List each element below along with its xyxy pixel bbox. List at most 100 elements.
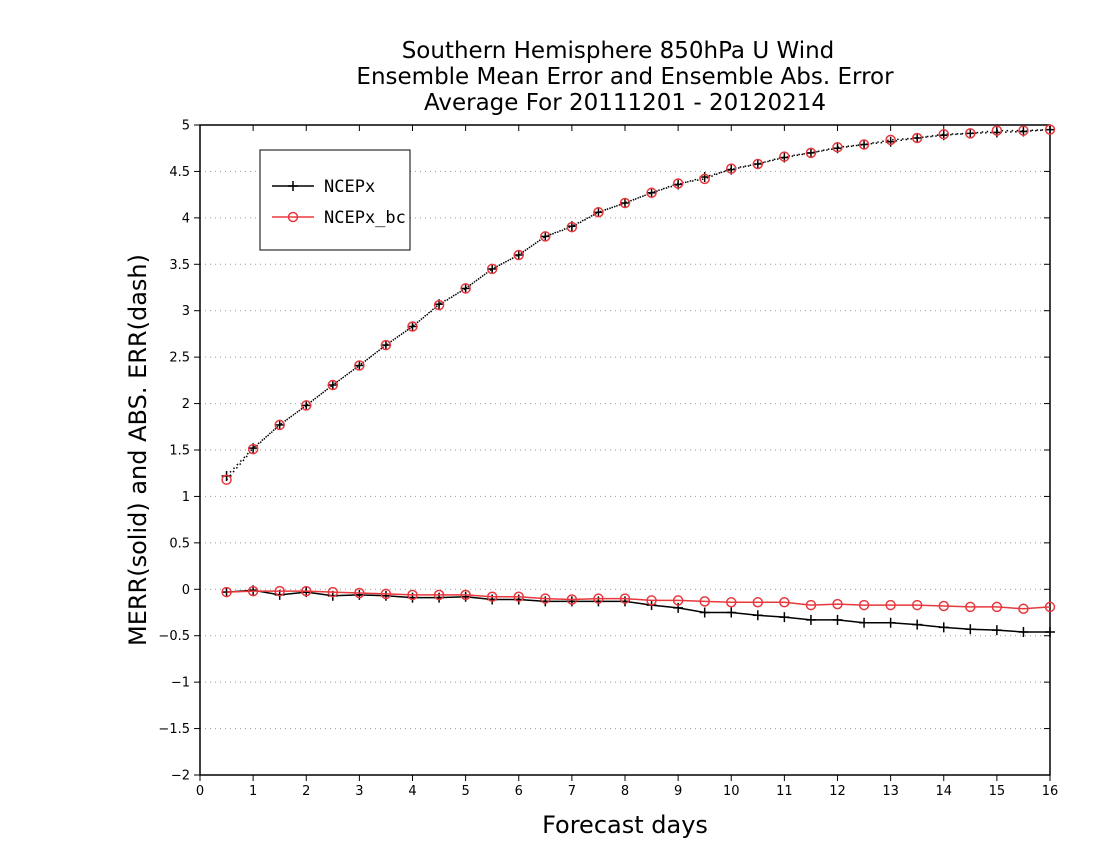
data-point xyxy=(301,585,312,597)
data-point xyxy=(247,585,259,597)
data-point xyxy=(911,599,923,611)
data-point xyxy=(619,593,631,604)
data-point xyxy=(646,187,657,198)
x-tick-label: 8 xyxy=(621,784,629,799)
series-line xyxy=(226,589,1050,633)
legend-label-ncepx-bc: NCEPx_bc xyxy=(324,208,406,228)
y-axis-label: MERR(solid) and ABS. ERR(dash) xyxy=(124,254,152,646)
data-point xyxy=(832,614,843,625)
y-tick-label: −2 xyxy=(171,769,190,784)
data-point xyxy=(486,263,498,275)
data-point xyxy=(221,474,232,485)
data-point xyxy=(805,614,816,625)
x-tick-label: 10 xyxy=(723,784,740,799)
data-point xyxy=(540,231,551,242)
data-point xyxy=(646,595,657,606)
data-point xyxy=(301,400,312,411)
data-point xyxy=(938,129,949,140)
data-point xyxy=(354,587,365,599)
data-point xyxy=(858,139,870,150)
data-point xyxy=(380,339,392,351)
data-point xyxy=(620,198,630,208)
data-point xyxy=(832,598,843,610)
data-point xyxy=(779,612,790,623)
y-axis-ticks: −2 −1.5 −1 −0.5 0 0.5 1 1.5 2 2.5 3 3.5 4 4.5 5 xyxy=(158,119,1050,784)
data-point xyxy=(805,599,817,611)
data-point xyxy=(593,207,604,218)
data-point xyxy=(885,134,896,146)
data-point xyxy=(991,625,1002,636)
y-tick-label: 0.5 xyxy=(169,536,190,551)
legend-marker-symbol xyxy=(288,181,298,191)
series-ncepx-bc-mean-error xyxy=(221,585,1056,615)
data-point xyxy=(274,419,285,431)
y-tick-label: 2.5 xyxy=(169,351,190,366)
data-point xyxy=(911,132,923,144)
data-point xyxy=(593,593,604,604)
data-point xyxy=(1018,125,1029,136)
data-point xyxy=(991,601,1003,613)
x-axis-ticks: 0 1 2 3 4 5 6 7 8 9 10 11 12 13 14 15 16 xyxy=(196,125,1058,799)
chart-title-line-1: Southern Hemisphere 850hPa U Wind xyxy=(402,38,835,64)
x-tick-label: 15 xyxy=(989,784,1006,799)
data-point xyxy=(646,187,657,199)
data-point xyxy=(619,197,631,209)
x-tick-label: 5 xyxy=(461,784,469,799)
y-tick-label: 5 xyxy=(182,119,190,134)
data-point xyxy=(433,589,445,601)
x-tick-label: 16 xyxy=(1042,784,1059,799)
data-point xyxy=(460,283,471,294)
data-point xyxy=(1044,601,1056,613)
y-tick-label: −0.5 xyxy=(158,629,190,644)
data-point xyxy=(912,619,923,630)
grid xyxy=(200,170,1050,730)
series-layer xyxy=(221,124,1056,637)
data-point xyxy=(221,586,232,598)
chart-title-line-2: Ensemble Mean Error and Ensemble Abs. Er… xyxy=(356,64,894,90)
data-point xyxy=(327,586,339,598)
data-point xyxy=(540,593,551,604)
data-point xyxy=(513,249,524,261)
legend-marker-symbol xyxy=(287,211,299,223)
data-point xyxy=(407,321,418,332)
data-point xyxy=(859,139,870,150)
data-point xyxy=(1045,627,1055,637)
legend-marker-ncepx-bc xyxy=(287,211,299,223)
data-point xyxy=(726,597,737,608)
legend-marker-ncepx xyxy=(288,181,298,191)
x-tick-label: 7 xyxy=(568,784,576,799)
data-point xyxy=(699,607,710,618)
x-axis-label: Forecast days xyxy=(542,811,708,839)
x-tick-label: 12 xyxy=(829,784,846,799)
data-point xyxy=(513,591,524,602)
data-point xyxy=(301,400,312,411)
data-point xyxy=(965,128,976,139)
chart-title: Southern Hemisphere 850hPa U Wind Ensemb… xyxy=(356,38,894,116)
x-tick-label: 11 xyxy=(776,784,793,799)
data-point xyxy=(752,158,764,170)
legend-box xyxy=(259,149,411,251)
data-point xyxy=(407,321,418,332)
x-tick-label: 13 xyxy=(882,784,899,799)
data-point xyxy=(832,142,843,153)
data-point xyxy=(1044,124,1056,135)
data-point xyxy=(486,591,498,602)
data-point xyxy=(726,163,737,174)
y-tick-label: 3.5 xyxy=(169,258,190,273)
series-line xyxy=(226,590,1051,610)
data-point xyxy=(779,151,790,162)
data-point xyxy=(380,588,392,600)
x-tick-label: 14 xyxy=(935,784,952,799)
data-point xyxy=(1018,627,1029,637)
y-tick-label: 3 xyxy=(182,304,190,319)
data-point xyxy=(965,624,976,635)
data-point xyxy=(965,601,976,613)
data-point xyxy=(991,125,1003,136)
data-point xyxy=(380,340,391,351)
data-point xyxy=(752,610,763,621)
data-point xyxy=(566,594,578,605)
x-tick-label: 9 xyxy=(674,784,682,799)
data-point xyxy=(274,585,285,597)
